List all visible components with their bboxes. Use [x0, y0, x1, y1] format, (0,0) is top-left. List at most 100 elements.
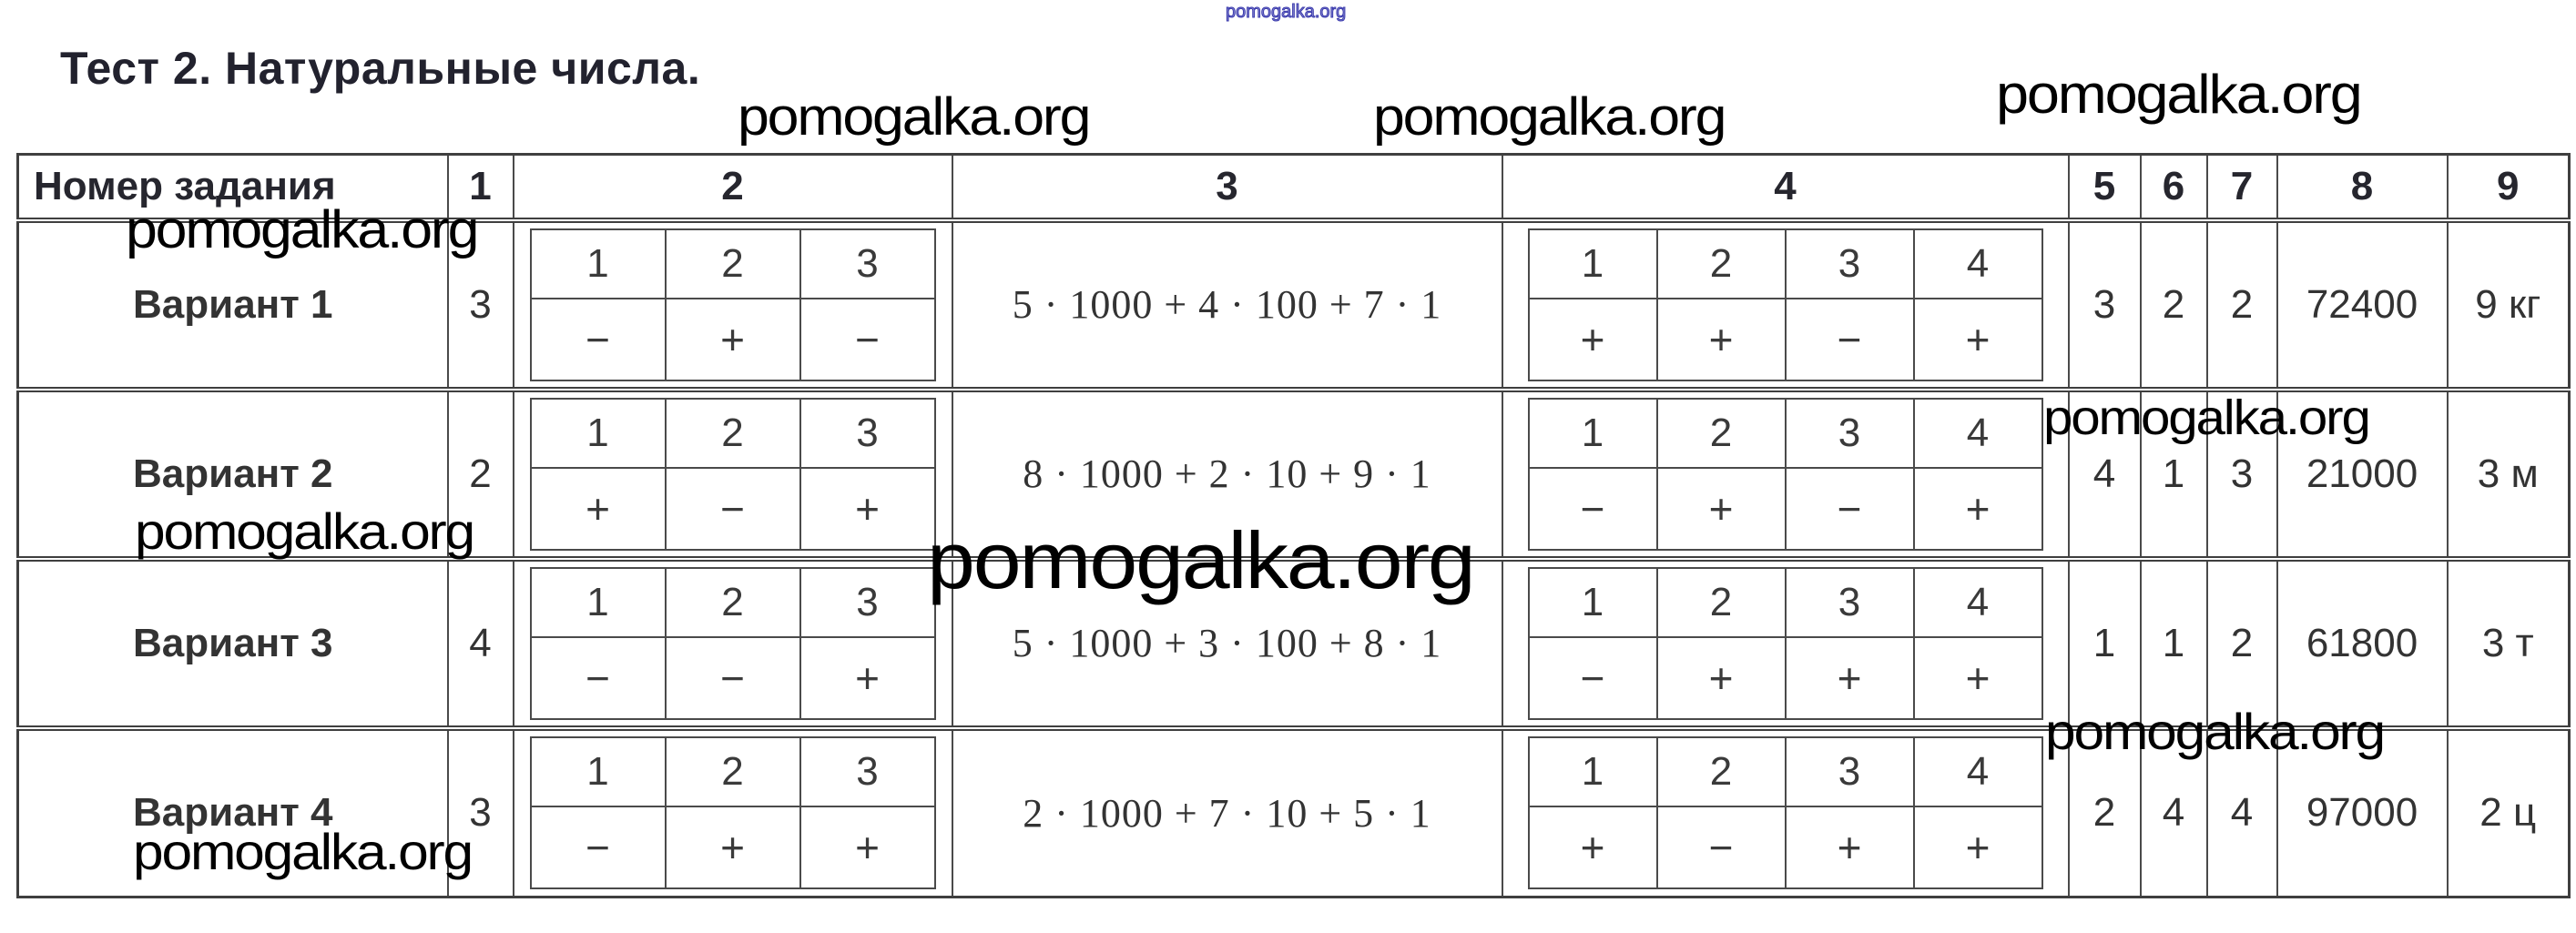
task3-answer: 8 · 1000 + 2 · 10 + 9 · 1: [951, 386, 1503, 560]
header-row: Номер задания 1 2 3 4 5 6 7 8 9: [16, 153, 2571, 221]
subtable-item: 2: [664, 228, 801, 299]
subtable-item: 3: [1784, 566, 1915, 638]
subtable-item: 3: [1784, 228, 1915, 299]
subtable-item: 1: [1527, 228, 1658, 299]
watermark: pomogalka.org: [2043, 390, 2371, 445]
subtable-mark: +: [1655, 466, 1787, 551]
subtable-mark: +: [529, 466, 667, 551]
subtable-mark: +: [1655, 297, 1787, 381]
task6-answer: 1: [2139, 555, 2208, 729]
subtable-mark: +: [1784, 806, 1915, 890]
subtable-item: 3: [799, 736, 936, 808]
task8-answer: 21000: [2276, 386, 2449, 560]
subtable-mark: −: [1527, 635, 1658, 720]
task2-answer-cell: 1 2 3 + − +: [512, 386, 953, 560]
subtable-item: 2: [1655, 228, 1787, 299]
task6-answer: 2: [2139, 217, 2208, 390]
answer-table: Номер задания 1 2 3 4 5 6 7 8 9 Вариант …: [16, 153, 2571, 898]
subtable-mark: −: [529, 635, 667, 720]
watermark: pomogalka.org: [135, 502, 475, 560]
subtable-item: 4: [1912, 397, 2043, 469]
header-cell-task-9: 9: [2446, 153, 2571, 221]
task1-answer: 3: [446, 725, 514, 898]
task6-answer: 4: [2139, 725, 2208, 898]
task4-subtable: 1 2 3 4 + + − +: [1527, 228, 2043, 381]
subtable-item: 2: [664, 566, 801, 638]
subtable-mark: −: [1527, 466, 1658, 551]
subtable-item: 2: [1655, 397, 1787, 469]
task6-answer: 1: [2139, 386, 2208, 560]
task7-answer: 4: [2205, 725, 2278, 898]
watermark: pomogalka.org: [1996, 64, 2363, 125]
task9-answer: 2 ц: [2446, 725, 2571, 898]
task2-answer-cell: 1 2 3 − − +: [512, 555, 953, 729]
subtable-item: 2: [1655, 736, 1787, 808]
table-row-variant-3: Вариант 3 4 1 2 3 − − +: [16, 555, 2571, 729]
subtable-mark: +: [799, 806, 936, 890]
subtable-item: 4: [1912, 228, 2043, 299]
watermark-small-blue: pomogalka.org: [1225, 2, 1347, 22]
task2-subtable: 1 2 3 − − +: [529, 566, 936, 720]
subtable-item: 2: [1655, 566, 1787, 638]
task4-subtable: 1 2 3 4 + − + +: [1527, 736, 2043, 890]
task3-answer: 2 · 1000 + 7 · 10 + 5 · 1: [951, 725, 1503, 898]
task5-answer: 1: [2067, 555, 2142, 729]
subtable-item: 3: [1784, 397, 1915, 469]
subtable-item: 4: [1912, 566, 2043, 638]
subtable-mark: +: [1527, 297, 1658, 381]
header-cell-task-8: 8: [2276, 153, 2449, 221]
header-cell-task-4: 4: [1501, 153, 2070, 221]
table-row-variant-2: Вариант 2 2 1 2 3 + − +: [16, 386, 2571, 560]
subtable-item: 3: [799, 397, 936, 469]
task9-answer: 3 т: [2446, 555, 2571, 729]
subtable-mark: +: [1527, 806, 1658, 890]
task2-answer-cell: 1 2 3 − + −: [512, 217, 953, 390]
subtable-item: 1: [1527, 397, 1658, 469]
task1-answer: 4: [446, 555, 514, 729]
subtable-item: 3: [799, 228, 936, 299]
subtable-mark: −: [1784, 466, 1915, 551]
watermark-large: pomogalka.org: [927, 515, 1476, 605]
subtable-item: 1: [1527, 566, 1658, 638]
header-cell-task-6: 6: [2139, 153, 2208, 221]
task1-answer: 2: [446, 386, 514, 560]
subtable-item: 1: [1527, 736, 1658, 808]
subtable-mark: −: [799, 297, 936, 381]
header-cell-task-7: 7: [2205, 153, 2278, 221]
subtable-mark: −: [664, 635, 801, 720]
subtable-item: 1: [529, 397, 667, 469]
task3-answer: 5 · 1000 + 3 · 100 + 8 · 1: [951, 555, 1503, 729]
variant-label: Вариант 2: [16, 386, 449, 560]
variant-label: Вариант 1: [16, 217, 449, 390]
table-row-variant-4: Вариант 4 3 1 2 3 − + +: [16, 725, 2571, 898]
watermark: pomogalka.org: [2045, 703, 2386, 760]
task7-answer: 3: [2205, 386, 2278, 560]
subtable-mark: +: [1912, 635, 2043, 720]
watermark: pomogalka.org: [1373, 87, 1726, 147]
subtable-mark: −: [664, 466, 801, 551]
task1-answer: 3: [446, 217, 514, 390]
subtable-mark: +: [664, 297, 801, 381]
task4-subtable: 1 2 3 4 − + + +: [1527, 566, 2043, 720]
watermark: pomogalka.org: [133, 823, 473, 880]
task8-answer: 97000: [2276, 725, 2449, 898]
subtable-item: 1: [529, 228, 667, 299]
subtable-mark: +: [1655, 635, 1787, 720]
subtable-mark: −: [529, 297, 667, 381]
variant-label: Вариант 3: [16, 555, 449, 729]
task7-answer: 2: [2205, 555, 2278, 729]
task9-answer: 9 кг: [2446, 217, 2571, 390]
task9-answer: 3 м: [2446, 386, 2571, 560]
subtable-mark: −: [1655, 806, 1787, 890]
subtable-mark: −: [1784, 297, 1915, 381]
task8-answer: 72400: [2276, 217, 2449, 390]
subtable-item: 1: [529, 736, 667, 808]
subtable-mark: +: [1912, 466, 2043, 551]
task3-answer: 5 · 1000 + 4 · 100 + 7 · 1: [951, 217, 1503, 390]
watermark: pomogalka.org: [126, 200, 479, 259]
task2-answer-cell: 1 2 3 − + +: [512, 725, 953, 898]
subtable-mark: +: [1912, 297, 2043, 381]
header-cell-task-1: 1: [446, 153, 514, 221]
subtable-mark: +: [1912, 806, 2043, 890]
subtable-item: 1: [529, 566, 667, 638]
